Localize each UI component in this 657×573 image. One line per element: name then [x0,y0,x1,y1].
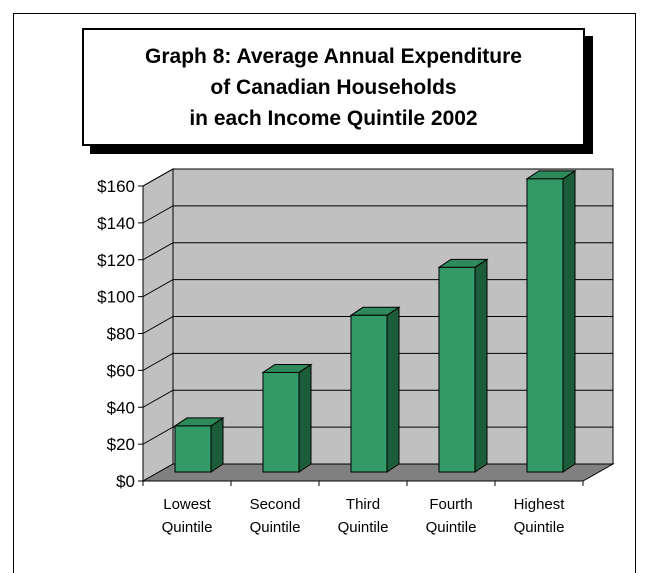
gridline [142,242,613,261]
y-tick-label: $60 [107,361,135,380]
chart-title-box: Graph 8: Average Annual Expenditure of C… [82,28,585,146]
chart-title: Graph 8: Average Annual Expenditure of C… [145,44,522,130]
x-axis: Lowest Quintile Second Quintile Third Quintil… [142,480,584,536]
x-tick-label: Third Quintile [338,496,389,536]
bar-side [474,258,488,473]
bar [526,178,564,473]
x-tick-label: Fourth Quintile [426,496,477,536]
bar [350,314,388,473]
bar-side [210,416,224,473]
x-tick-label: Highest Quintile [514,496,566,536]
x-tick-label: Second Quintile [250,496,301,536]
y-tick-label: $40 [107,398,135,417]
y-tick-label: $160 [97,177,135,196]
y-axis: $0 $20 $40 $60 $80 $100 $120 $140 $160 [97,177,144,491]
bar-side [562,169,576,473]
bar-side [298,363,312,473]
bar [438,266,476,473]
x-tick-label: Lowest Quintile [162,496,213,536]
y-tick-label: $0 [116,472,135,491]
bar-side [386,306,400,473]
gridline [142,168,613,187]
y-tick-label: $120 [97,251,135,270]
bar [262,371,300,473]
y-tick-label: $140 [97,214,135,233]
y-tick-label: $20 [107,435,135,454]
y-tick-label: $100 [97,288,135,307]
bars [173,169,577,473]
y-tick-label: $80 [107,325,135,344]
bar [174,425,212,473]
chart-frame [13,13,636,573]
gridline [142,205,613,224]
